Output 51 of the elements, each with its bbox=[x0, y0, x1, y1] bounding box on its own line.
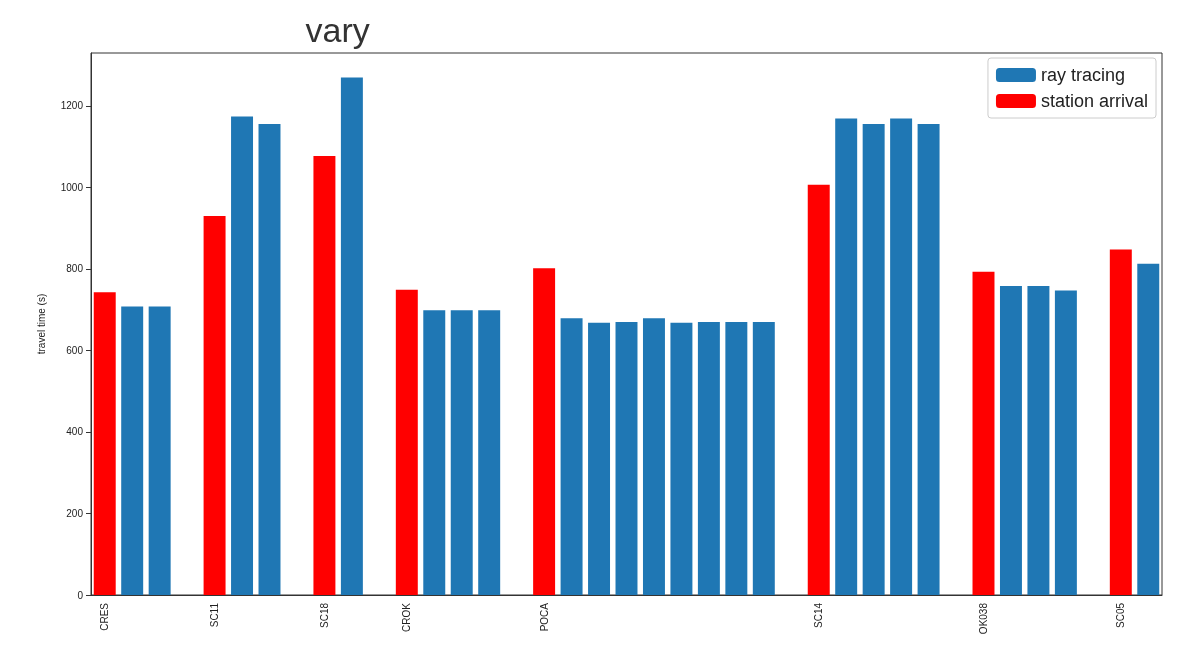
bar bbox=[560, 318, 583, 595]
bar bbox=[121, 306, 144, 595]
bar bbox=[258, 123, 281, 595]
bar bbox=[670, 322, 693, 595]
x-tick-label: OK038 bbox=[978, 602, 989, 635]
bar bbox=[615, 321, 638, 595]
bar bbox=[478, 310, 501, 595]
bar bbox=[148, 306, 171, 595]
y-axis-title: travel time (s) bbox=[35, 293, 47, 355]
legend-label: station arrival bbox=[1040, 91, 1148, 111]
bar bbox=[697, 321, 720, 595]
bar bbox=[395, 289, 418, 595]
x-tick-label: POCA bbox=[538, 602, 550, 632]
x-tick-label: CRES bbox=[99, 602, 111, 631]
y-tick-label: 800 bbox=[66, 263, 84, 275]
bar bbox=[862, 123, 885, 595]
bar bbox=[340, 77, 363, 595]
legend-label: ray tracing bbox=[1040, 65, 1125, 85]
bar bbox=[999, 286, 1022, 595]
bar bbox=[93, 292, 116, 595]
chart-title: vary bbox=[305, 11, 370, 49]
bar bbox=[423, 310, 446, 595]
bar bbox=[1054, 290, 1077, 595]
bar bbox=[313, 156, 336, 595]
y-tick-label: 400 bbox=[66, 426, 84, 438]
x-tick-label: SC05 bbox=[1115, 602, 1127, 629]
y-tick-label: 200 bbox=[66, 508, 84, 519]
bar bbox=[1137, 263, 1160, 595]
bar bbox=[890, 118, 913, 595]
x-tick-label: CROK bbox=[401, 602, 413, 632]
bar bbox=[835, 118, 858, 595]
bar bbox=[1109, 249, 1132, 595]
x-tick-label: SC14 bbox=[813, 602, 825, 629]
bar bbox=[231, 116, 254, 595]
bar bbox=[533, 268, 556, 595]
y-tick-label: 1200 bbox=[60, 100, 84, 112]
x-tick-label: SC11 bbox=[209, 602, 221, 628]
bar bbox=[642, 318, 665, 595]
y-tick-label: 0 bbox=[77, 589, 84, 601]
bar bbox=[752, 321, 775, 595]
bar bbox=[1027, 286, 1050, 595]
bar bbox=[807, 184, 830, 595]
bar bbox=[917, 123, 940, 595]
bar bbox=[588, 322, 611, 595]
y-tick-label: 1000 bbox=[60, 181, 84, 193]
bar bbox=[972, 271, 995, 595]
bar bbox=[203, 216, 226, 595]
bar bbox=[450, 310, 473, 595]
x-tick-label: SC18 bbox=[318, 602, 330, 629]
bar bbox=[725, 321, 748, 595]
y-tick-label: 600 bbox=[66, 344, 84, 356]
